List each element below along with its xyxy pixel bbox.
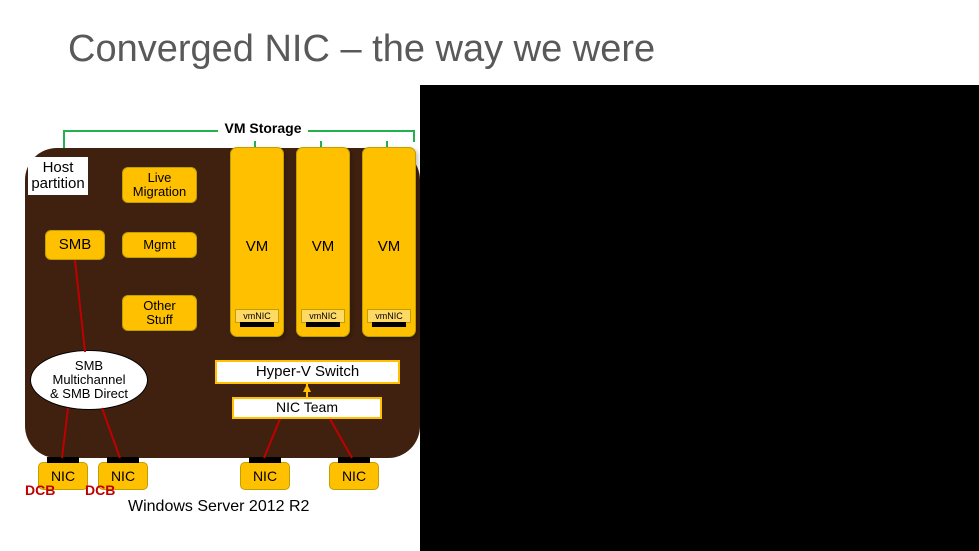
vm-label: VM bbox=[230, 238, 284, 255]
dcb-label: DCB bbox=[25, 482, 55, 498]
vm-nic: vmNIC bbox=[235, 309, 279, 323]
page-title: Converged NIC – the way we were bbox=[68, 28, 655, 71]
hyperv-switch-label: Hyper-V Switch bbox=[215, 360, 400, 384]
vm-label: VM bbox=[362, 238, 416, 255]
nic-box: NIC bbox=[329, 462, 379, 490]
smb-multichannel-ellipse: SMB Multichannel & SMB Direct bbox=[30, 350, 148, 410]
footer-label: Windows Server 2012 R2 bbox=[128, 498, 309, 516]
vm-nic: vmNIC bbox=[301, 309, 345, 323]
dcb-label: DCB bbox=[85, 482, 115, 498]
mgmt-box: Mgmt bbox=[122, 232, 197, 258]
vm-nic: vmNIC bbox=[367, 309, 411, 323]
nic-box: NIC bbox=[240, 462, 290, 490]
host-partition-label: Host partition bbox=[28, 157, 88, 195]
other-stuff-box: Other Stuff bbox=[122, 295, 197, 331]
right-black-panel bbox=[420, 85, 979, 551]
vm-label: VM bbox=[296, 238, 350, 255]
nic-team-label: NIC Team bbox=[232, 397, 382, 419]
smb-box: SMB bbox=[45, 230, 105, 260]
vm-storage-label: VM Storage bbox=[218, 120, 308, 136]
live-migration-box: Live Migration bbox=[122, 167, 197, 203]
